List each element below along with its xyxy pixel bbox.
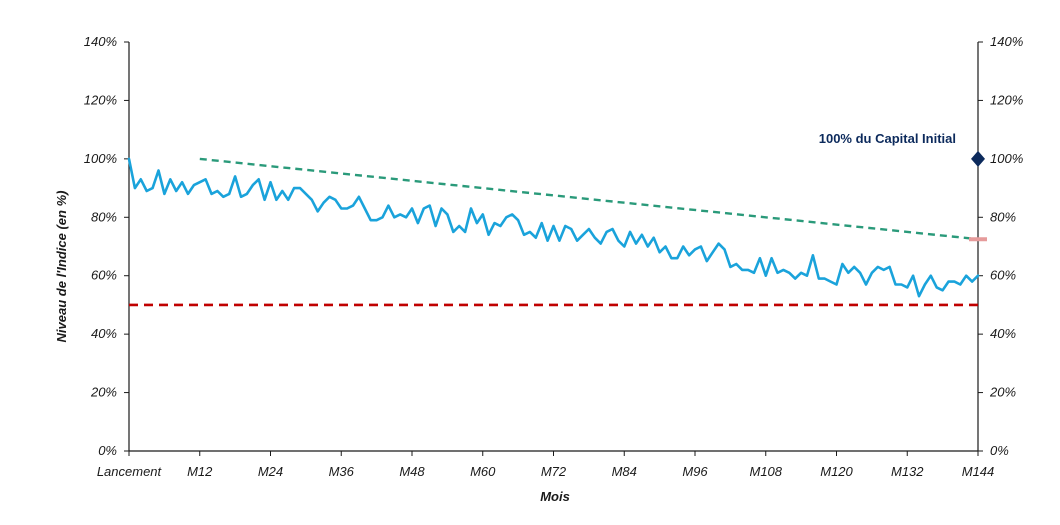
y-tick-label-right: 100% xyxy=(990,151,1023,166)
y-tick-label-left: 80% xyxy=(91,209,117,224)
x-tick-label: M12 xyxy=(187,464,213,479)
x-tick-label: M48 xyxy=(399,464,425,479)
y-tick-label-right: 0% xyxy=(990,443,1009,458)
x-tick-label: M24 xyxy=(258,464,283,479)
axis-ticks: 0% 0% 20% 20% 40% 40% 60% 60% 80% 80% 100% 100% 120%… xyxy=(84,34,1024,479)
x-tick-label: Lancement xyxy=(97,464,163,479)
x-tick-label: M84 xyxy=(612,464,637,479)
x-tick-label: M132 xyxy=(891,464,924,479)
capital-diamond-marker xyxy=(971,150,985,167)
y-tick-label-right: 80% xyxy=(990,209,1016,224)
x-tick-label: M96 xyxy=(682,464,708,479)
x-tick-label: M36 xyxy=(329,464,355,479)
annotation-layer: 100% du Capital Initial xyxy=(819,131,985,167)
y-tick-label-right: 20% xyxy=(989,385,1016,400)
x-tick-label: M144 xyxy=(962,464,995,479)
y-tick-label-right: 140% xyxy=(990,34,1023,49)
y-tick-label-right: 40% xyxy=(990,326,1016,341)
y-axis-title: Niveau de l'Indice (en %) xyxy=(54,191,69,343)
x-tick-label: M108 xyxy=(749,464,782,479)
y-tick-label-left: 100% xyxy=(84,151,117,166)
series-layer xyxy=(127,157,987,307)
y-tick-label-left: 140% xyxy=(84,34,117,49)
y-tick-label-right: 60% xyxy=(990,268,1016,283)
index-line xyxy=(127,157,980,298)
x-tick-label: M72 xyxy=(541,464,567,479)
capital-annotation-label: 100% du Capital Initial xyxy=(819,131,956,146)
y-tick-label-left: 120% xyxy=(84,92,117,107)
y-tick-label-left: 0% xyxy=(98,443,117,458)
x-axis-title: Mois xyxy=(540,489,570,504)
y-tick-label-left: 60% xyxy=(91,268,117,283)
y-tick-label-left: 20% xyxy=(90,385,117,400)
barrier-capital-line xyxy=(199,157,979,241)
y-tick-label-right: 120% xyxy=(990,92,1023,107)
x-tick-label: M120 xyxy=(820,464,853,479)
y-tick-label-left: 40% xyxy=(91,326,117,341)
chart-axes xyxy=(128,42,979,452)
x-tick-label: M60 xyxy=(470,464,496,479)
